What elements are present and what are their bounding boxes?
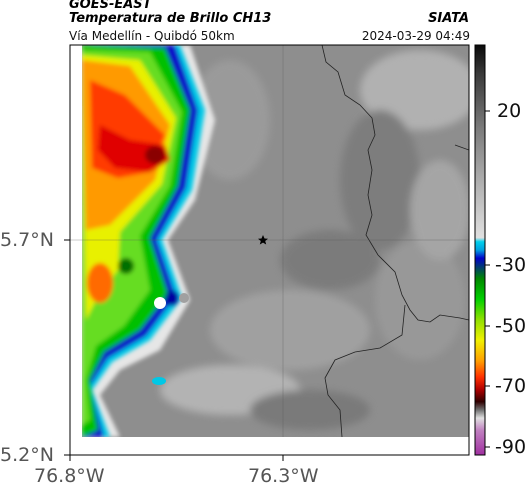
datetime-label: 2024-03-29 04:49 xyxy=(361,29,470,43)
satellite-imagery xyxy=(70,45,469,437)
colorbar-label: -90 xyxy=(495,436,526,458)
lat-tick-label: 5.2°N xyxy=(0,444,54,466)
lon-tick-label: 76.3°W xyxy=(248,465,319,487)
map-frame xyxy=(69,44,470,456)
satellite-title: GOES-EAST xyxy=(69,0,152,12)
product-title: Temperatura de Brillo CH13 xyxy=(69,11,272,26)
lon-tick-label: 76.8°W xyxy=(34,465,105,487)
cloud-gap xyxy=(154,297,166,309)
org-label: SIATA xyxy=(428,11,469,26)
lat-tick-label: 5.7°N xyxy=(0,229,54,251)
colorbar-label: -50 xyxy=(495,315,526,337)
gridlines xyxy=(70,45,469,437)
route-subtitle: Vía Medellín - Quibdó 50km xyxy=(69,29,235,43)
colorbar-label: -30 xyxy=(495,254,526,276)
map-ticks xyxy=(64,239,284,461)
colorbar-ticks xyxy=(485,110,490,448)
border-lines xyxy=(321,45,469,437)
colorbar xyxy=(474,44,486,456)
colorbar-label: -70 xyxy=(495,375,526,397)
location-star-icon xyxy=(258,235,268,245)
colorbar-label: 20 xyxy=(497,100,522,122)
